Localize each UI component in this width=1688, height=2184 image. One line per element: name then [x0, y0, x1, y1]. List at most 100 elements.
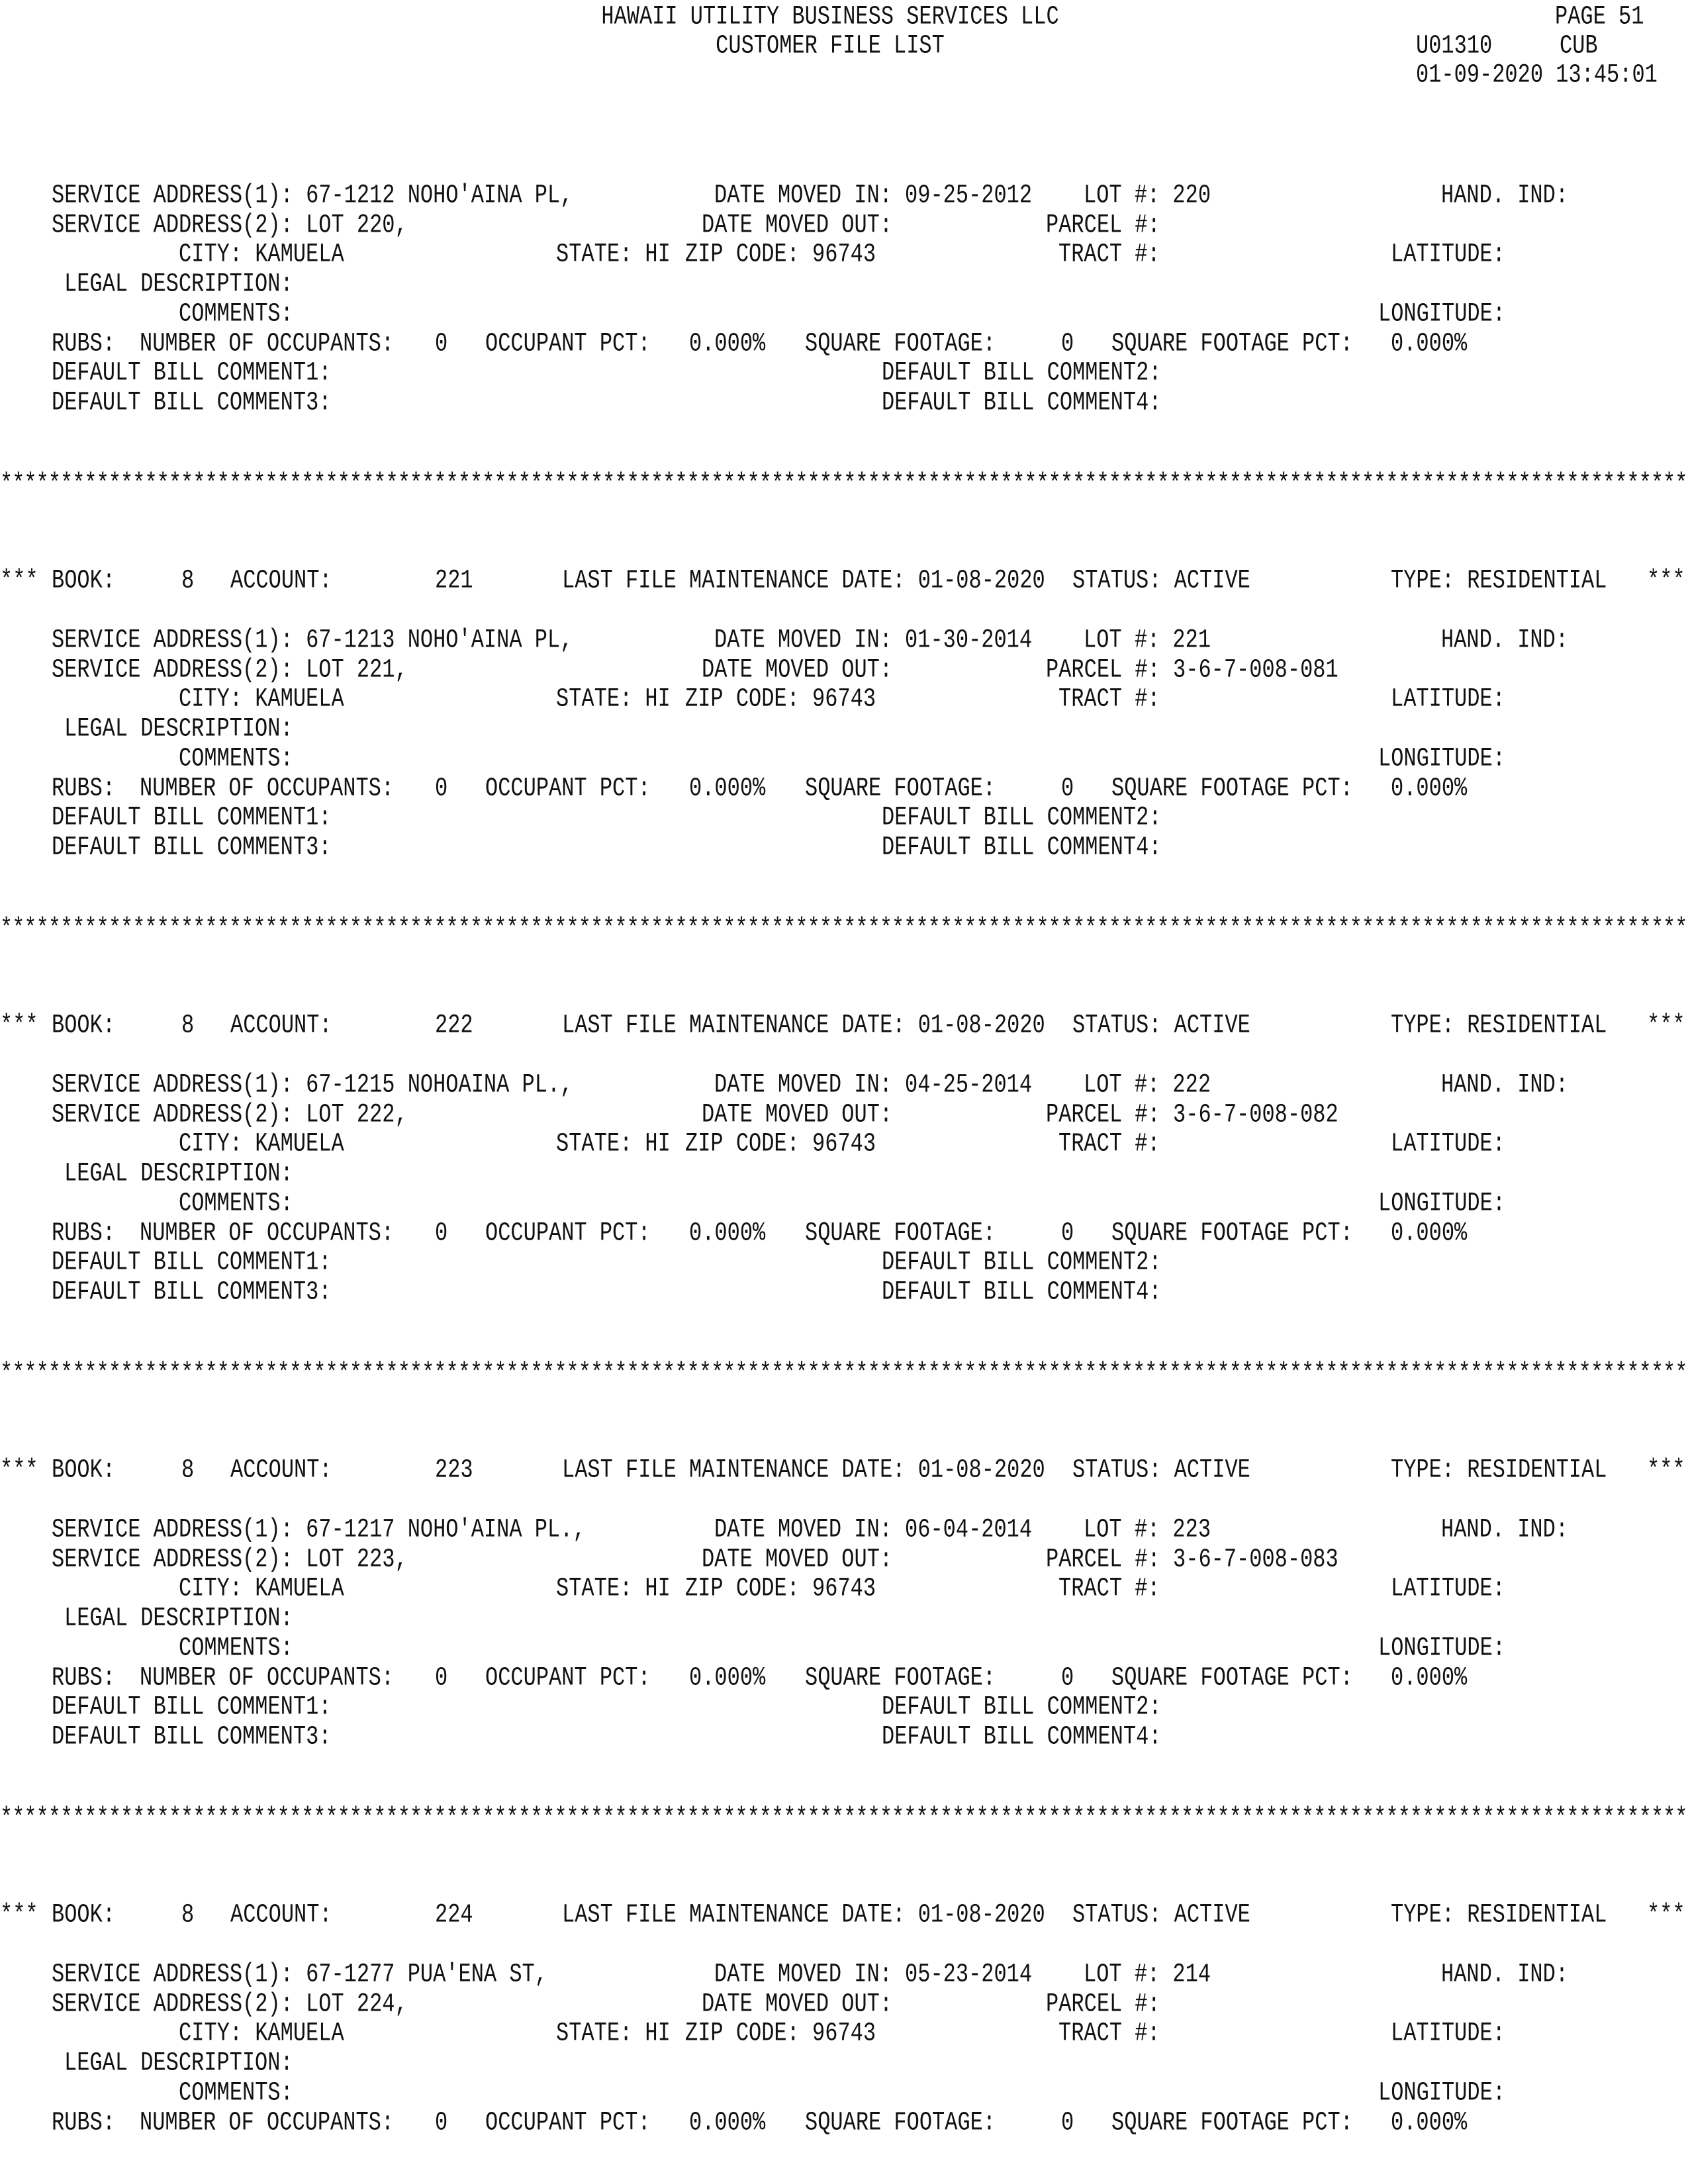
latitude-label: LATITUDE: — [1391, 1572, 1505, 1604]
city: CITY: KAMUELA — [179, 1130, 344, 1158]
square-footage-pct-value: 0.000% — [1391, 772, 1468, 803]
occupants-label: NUMBER OF OCCUPANTS: — [140, 328, 395, 359]
longitude: LONGITUDE: — [1378, 2078, 1505, 2107]
rubs-label: RUBS: — [52, 2107, 116, 2138]
longitude-label: LONGITUDE: — [1378, 743, 1506, 774]
book-label: BOOK: — [52, 565, 116, 596]
square-footage-label: SQUARE FOOTAGE: — [805, 2107, 996, 2138]
book-value: 8 — [181, 565, 195, 596]
last-maintenance-date-value: 01-08-2020 — [917, 1009, 1045, 1040]
type-label: TYPE: — [1391, 1899, 1455, 1930]
type-value: RESIDENTIAL — [1467, 1009, 1607, 1040]
comments-label: COMMENTS: — [179, 2077, 293, 2108]
zip-code-label: ZIP CODE: — [685, 1128, 800, 1160]
square-footage-pct-value: 0.000% — [1391, 1662, 1468, 1693]
hand-ind: HAND. IND: — [1441, 1070, 1568, 1099]
parcel-number: PARCEL #: 3-6-7-008-082 — [1046, 1100, 1338, 1129]
occupant-pct-value: 0.000% — [689, 1217, 766, 1248]
service-address-1-label: SERVICE ADDRESS(1): — [52, 1514, 293, 1545]
last-maintenance-date: LAST FILE MAINTENANCE DATE: 01-08-2020 — [562, 1899, 1045, 1930]
comments-label: COMMENTS: — [179, 1632, 293, 1663]
run-datetime: 01-09-2020 13:45:01 — [1416, 59, 1658, 90]
default-bill-comment2-label: DEFAULT BILL COMMENT2: — [882, 357, 1162, 388]
date-moved-in: DATE MOVED IN: 09-25-2012 — [714, 181, 1032, 210]
service-address-1: SERVICE ADDRESS(1): 67-1217 NOHO'AINA PL… — [52, 1514, 586, 1545]
service-address-2: SERVICE ADDRESS(2): LOT 220, — [52, 209, 408, 240]
comments-label: COMMENTS: — [179, 1187, 293, 1218]
hand-ind: HAND. IND: — [1441, 1960, 1568, 1989]
date-moved-out-label: DATE MOVED OUT: — [702, 1988, 893, 2019]
last-maintenance-date: LAST FILE MAINTENANCE DATE: 01-08-2020 — [562, 565, 1045, 596]
state-label: STATE: — [556, 1128, 633, 1160]
square-footage-label: SQUARE FOOTAGE: — [805, 1662, 996, 1693]
legal-description-label: LEGAL DESCRIPTION: — [64, 713, 293, 744]
longitude: LONGITUDE: — [1378, 743, 1506, 774]
default-bill-comment1-label: DEFAULT BILL COMMENT1: — [52, 801, 332, 833]
stars-left: *** — [0, 1009, 38, 1040]
parcel-number: PARCEL #: — [1046, 1989, 1173, 2019]
comments: COMMENTS: — [179, 1189, 293, 1218]
hand-ind: HAND. IND: — [1441, 1515, 1568, 1544]
default-bill-comment4: DEFAULT BILL COMMENT4: — [882, 388, 1161, 417]
type: TYPE: RESIDENTIAL — [1391, 1011, 1607, 1040]
zip-code-value: 96743 — [812, 683, 876, 715]
type-label: TYPE: — [1391, 1454, 1455, 1485]
latitude: LATITUDE: — [1391, 2019, 1505, 2048]
lot-number: LOT #: 214 — [1084, 1960, 1211, 1989]
date-moved-out-label: DATE MOVED OUT: — [702, 209, 893, 240]
last-maintenance-date-value: 01-08-2020 — [917, 1899, 1045, 1930]
type: TYPE: RESIDENTIAL — [1391, 1454, 1607, 1485]
status: STATUS: ACTIVE — [1072, 566, 1250, 595]
zip-code: ZIP CODE: 96743 — [685, 1130, 876, 1158]
service-address-2-label: SERVICE ADDRESS(2): — [52, 1099, 293, 1130]
report-code: CUB — [1560, 30, 1598, 61]
default-bill-comment4: DEFAULT BILL COMMENT4: — [882, 1277, 1161, 1306]
lot-number-value: 214 — [1172, 1958, 1211, 1989]
record-separator: ****************************************… — [0, 1804, 1687, 1833]
status-value: ACTIVE — [1174, 1899, 1250, 1930]
service-address-1: SERVICE ADDRESS(1): 67-1212 NOHO'AINA PL… — [52, 181, 573, 210]
tract-number: TRACT #: — [1058, 1574, 1160, 1603]
service-address-2-value: LOT 220, — [306, 209, 408, 240]
stars-left: *** — [0, 1899, 38, 1930]
parcel-number: PARCEL #: — [1046, 209, 1173, 240]
date-moved-in-label: DATE MOVED IN: — [714, 179, 892, 210]
service-address-2-label: SERVICE ADDRESS(2): — [52, 1988, 293, 2019]
comments: COMMENTS: — [179, 1632, 293, 1663]
occupants-label: NUMBER OF OCCUPANTS: — [140, 2107, 395, 2138]
last-maintenance-date-label: LAST FILE MAINTENANCE DATE: — [562, 565, 906, 596]
service-address-1-label: SERVICE ADDRESS(1): — [52, 624, 293, 655]
latitude-label: LATITUDE: — [1391, 2017, 1505, 2049]
parcel-number-label: PARCEL #: — [1046, 209, 1160, 240]
lot-number: LOT #: 220 — [1084, 181, 1211, 210]
stars-right: *** — [1647, 1454, 1685, 1485]
default-bill-comment3-label: DEFAULT BILL COMMENT3: — [52, 387, 332, 418]
default-bill-comment2: DEFAULT BILL COMMENT2: — [882, 1693, 1161, 1721]
type-value: RESIDENTIAL — [1467, 565, 1607, 596]
default-bill-comment1: DEFAULT BILL COMMENT1: — [52, 1693, 331, 1721]
account-label: ACCOUNT: — [230, 1454, 332, 1485]
date-moved-in-label: DATE MOVED IN: — [714, 624, 892, 655]
book-value: 8 — [181, 1899, 195, 1930]
last-maintenance-date-value: 01-08-2020 — [917, 1454, 1045, 1485]
date-moved-in: DATE MOVED IN: 05-23-2014 — [714, 1960, 1032, 1989]
occupants-label: NUMBER OF OCCUPANTS: — [140, 1217, 395, 1248]
record-separator: ****************************************… — [0, 1359, 1687, 1388]
tract-number-label: TRACT #: — [1058, 1572, 1160, 1604]
state: STATE: HI — [556, 685, 671, 713]
lot-number-label: LOT #: — [1084, 1514, 1160, 1545]
account-label: ACCOUNT: — [230, 1009, 332, 1040]
service-address-1-value: 67-1212 NOHO'AINA PL, — [306, 179, 573, 210]
default-bill-comment1: DEFAULT BILL COMMENT1: — [52, 1248, 331, 1277]
page-number: PAGE 51 — [1555, 1, 1644, 32]
legal-description-label: LEGAL DESCRIPTION: — [64, 1158, 293, 1189]
parcel-number: PARCEL #: 3-6-7-008-083 — [1046, 1545, 1338, 1574]
comments: COMMENTS: — [179, 299, 293, 328]
service-address-2: SERVICE ADDRESS(2): LOT 221, — [52, 655, 408, 684]
zip-code: ZIP CODE: 96743 — [685, 685, 876, 713]
zip-code-label: ZIP CODE: — [685, 2017, 800, 2049]
lot-number-label: LOT #: — [1084, 624, 1160, 655]
status-value: ACTIVE — [1174, 1009, 1250, 1040]
service-address-1-label: SERVICE ADDRESS(1): — [52, 179, 293, 210]
square-footage-label: SQUARE FOOTAGE: — [805, 1217, 996, 1248]
